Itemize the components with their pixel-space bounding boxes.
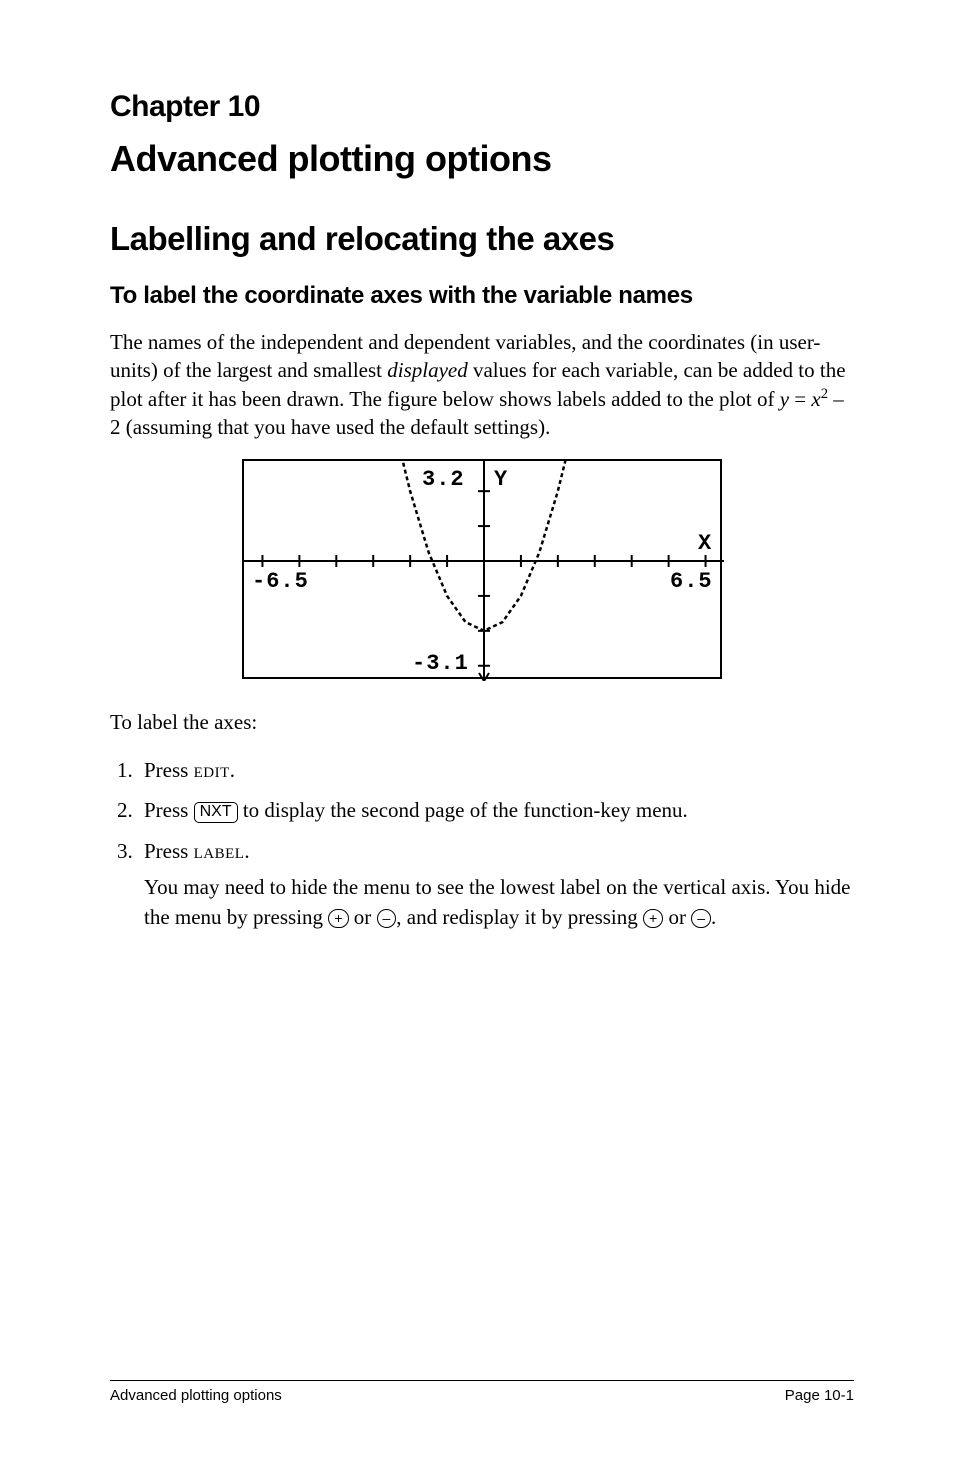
plot-svg xyxy=(244,461,724,681)
page-footer: Advanced plotting options Page 10-1 xyxy=(110,1380,854,1404)
chapter-title: Advanced plotting options xyxy=(110,138,854,180)
step-3-pre: Press xyxy=(144,839,194,863)
section-title: Labelling and relocating the axes xyxy=(110,220,854,258)
step-2-pre: Press xyxy=(144,798,194,822)
nxt-key: NXT xyxy=(194,802,238,823)
eq-eq: = xyxy=(789,387,811,411)
intro-paragraph: The names of the independent and depende… xyxy=(110,328,854,441)
minus-key-2: – xyxy=(691,909,711,928)
step-3-detail-b: , and redisplay it by pressing xyxy=(396,905,643,929)
footer-left: Advanced plotting options xyxy=(110,1387,282,1404)
step-1: Press edit. xyxy=(138,755,854,785)
step-3-or2: or xyxy=(663,905,691,929)
step-3-detail-c: . xyxy=(711,905,716,929)
plus-key-1: + xyxy=(328,909,348,928)
steps-list: Press edit. Press NXT to display the sec… xyxy=(110,755,854,933)
label-y-top: 3.2 xyxy=(422,467,465,492)
step-3: Press label. You may need to hide the me… xyxy=(138,836,854,933)
figure-container: 3.2 Y X -6.5 6.5 -3.1 xyxy=(110,459,854,684)
step-3-detail: You may need to hide the menu to see the… xyxy=(144,872,854,933)
label-x-left: -6.5 xyxy=(252,569,309,594)
step-3-label: label xyxy=(194,839,245,863)
label-y-bot: -3.1 xyxy=(412,651,469,676)
minus-key-1: – xyxy=(377,909,397,928)
step-2: Press NXT to display the second page of … xyxy=(138,795,854,825)
page: Chapter 10 Advanced plotting options Lab… xyxy=(0,0,954,1464)
steps-lead: To label the axes: xyxy=(110,708,854,736)
subsection-title: To label the coordinate axes with the va… xyxy=(110,282,854,310)
eq-x: x xyxy=(811,387,820,411)
eq-y: y xyxy=(780,387,789,411)
label-x-var: X xyxy=(698,531,712,556)
label-y-var: Y xyxy=(494,467,508,492)
step-1-pre: Press xyxy=(144,758,194,782)
intro-italic: displayed xyxy=(387,358,467,382)
step-3-post: . xyxy=(244,839,249,863)
step-2-post: to display the second page of the functi… xyxy=(238,798,688,822)
chapter-label: Chapter 10 xyxy=(110,90,854,124)
plus-key-2: + xyxy=(643,909,663,928)
label-x-right: 6.5 xyxy=(670,569,713,594)
eq-exp: 2 xyxy=(821,386,828,402)
step-3-or1: or xyxy=(349,905,377,929)
footer-right: Page 10-1 xyxy=(785,1387,854,1404)
step-1-edit: edit xyxy=(194,758,230,782)
step-1-post: . xyxy=(230,758,235,782)
parabola-plot: 3.2 Y X -6.5 6.5 -3.1 xyxy=(242,459,722,679)
